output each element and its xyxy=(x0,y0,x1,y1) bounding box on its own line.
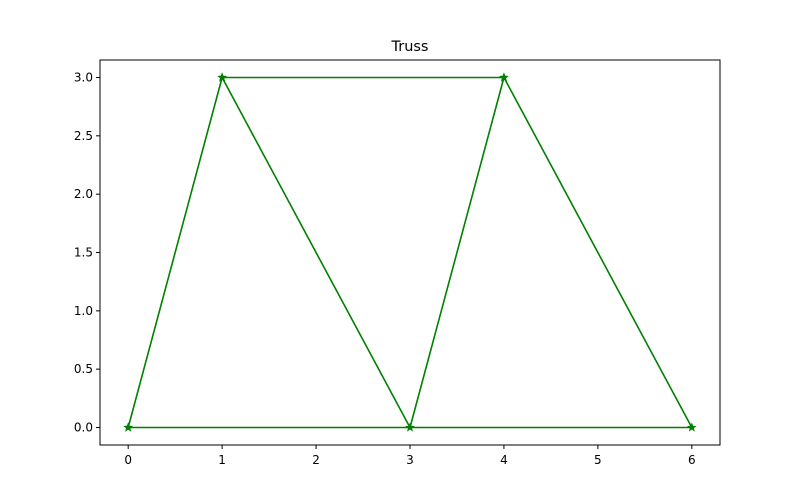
y-tick-label: 2.0 xyxy=(74,187,93,201)
y-axis: 0.0 0.5 1.0 1.5 2.0 2.5 3.0 xyxy=(74,71,100,435)
plot-series xyxy=(123,72,697,432)
plot-area-frame xyxy=(99,59,721,446)
truss-node-marker xyxy=(687,422,697,432)
x-tick-label: 2 xyxy=(312,453,320,467)
y-tick-label: 0.0 xyxy=(74,421,93,435)
y-tick-label: 2.5 xyxy=(74,129,93,143)
x-axis: 0 1 2 3 4 5 6 xyxy=(124,445,696,467)
y-tick-label: 1.5 xyxy=(74,246,93,260)
truss-node-marker xyxy=(405,422,415,432)
truss-node-marker xyxy=(217,72,227,82)
chart-title: Truss xyxy=(391,39,429,55)
x-tick-label: 3 xyxy=(406,453,414,467)
x-tick-label: 1 xyxy=(218,453,226,467)
x-tick-label: 5 xyxy=(594,453,602,467)
truss-node-marker xyxy=(123,422,133,432)
truss-node-marker xyxy=(499,72,509,82)
y-tick-label: 3.0 xyxy=(74,71,93,85)
truss-series-line-0 xyxy=(127,76,693,429)
x-tick-label: 0 xyxy=(124,453,132,467)
x-tick-label: 4 xyxy=(500,453,508,467)
y-tick-label: 0.5 xyxy=(74,362,93,376)
y-tick-label: 1.0 xyxy=(74,304,93,318)
x-tick-label: 6 xyxy=(688,453,696,467)
